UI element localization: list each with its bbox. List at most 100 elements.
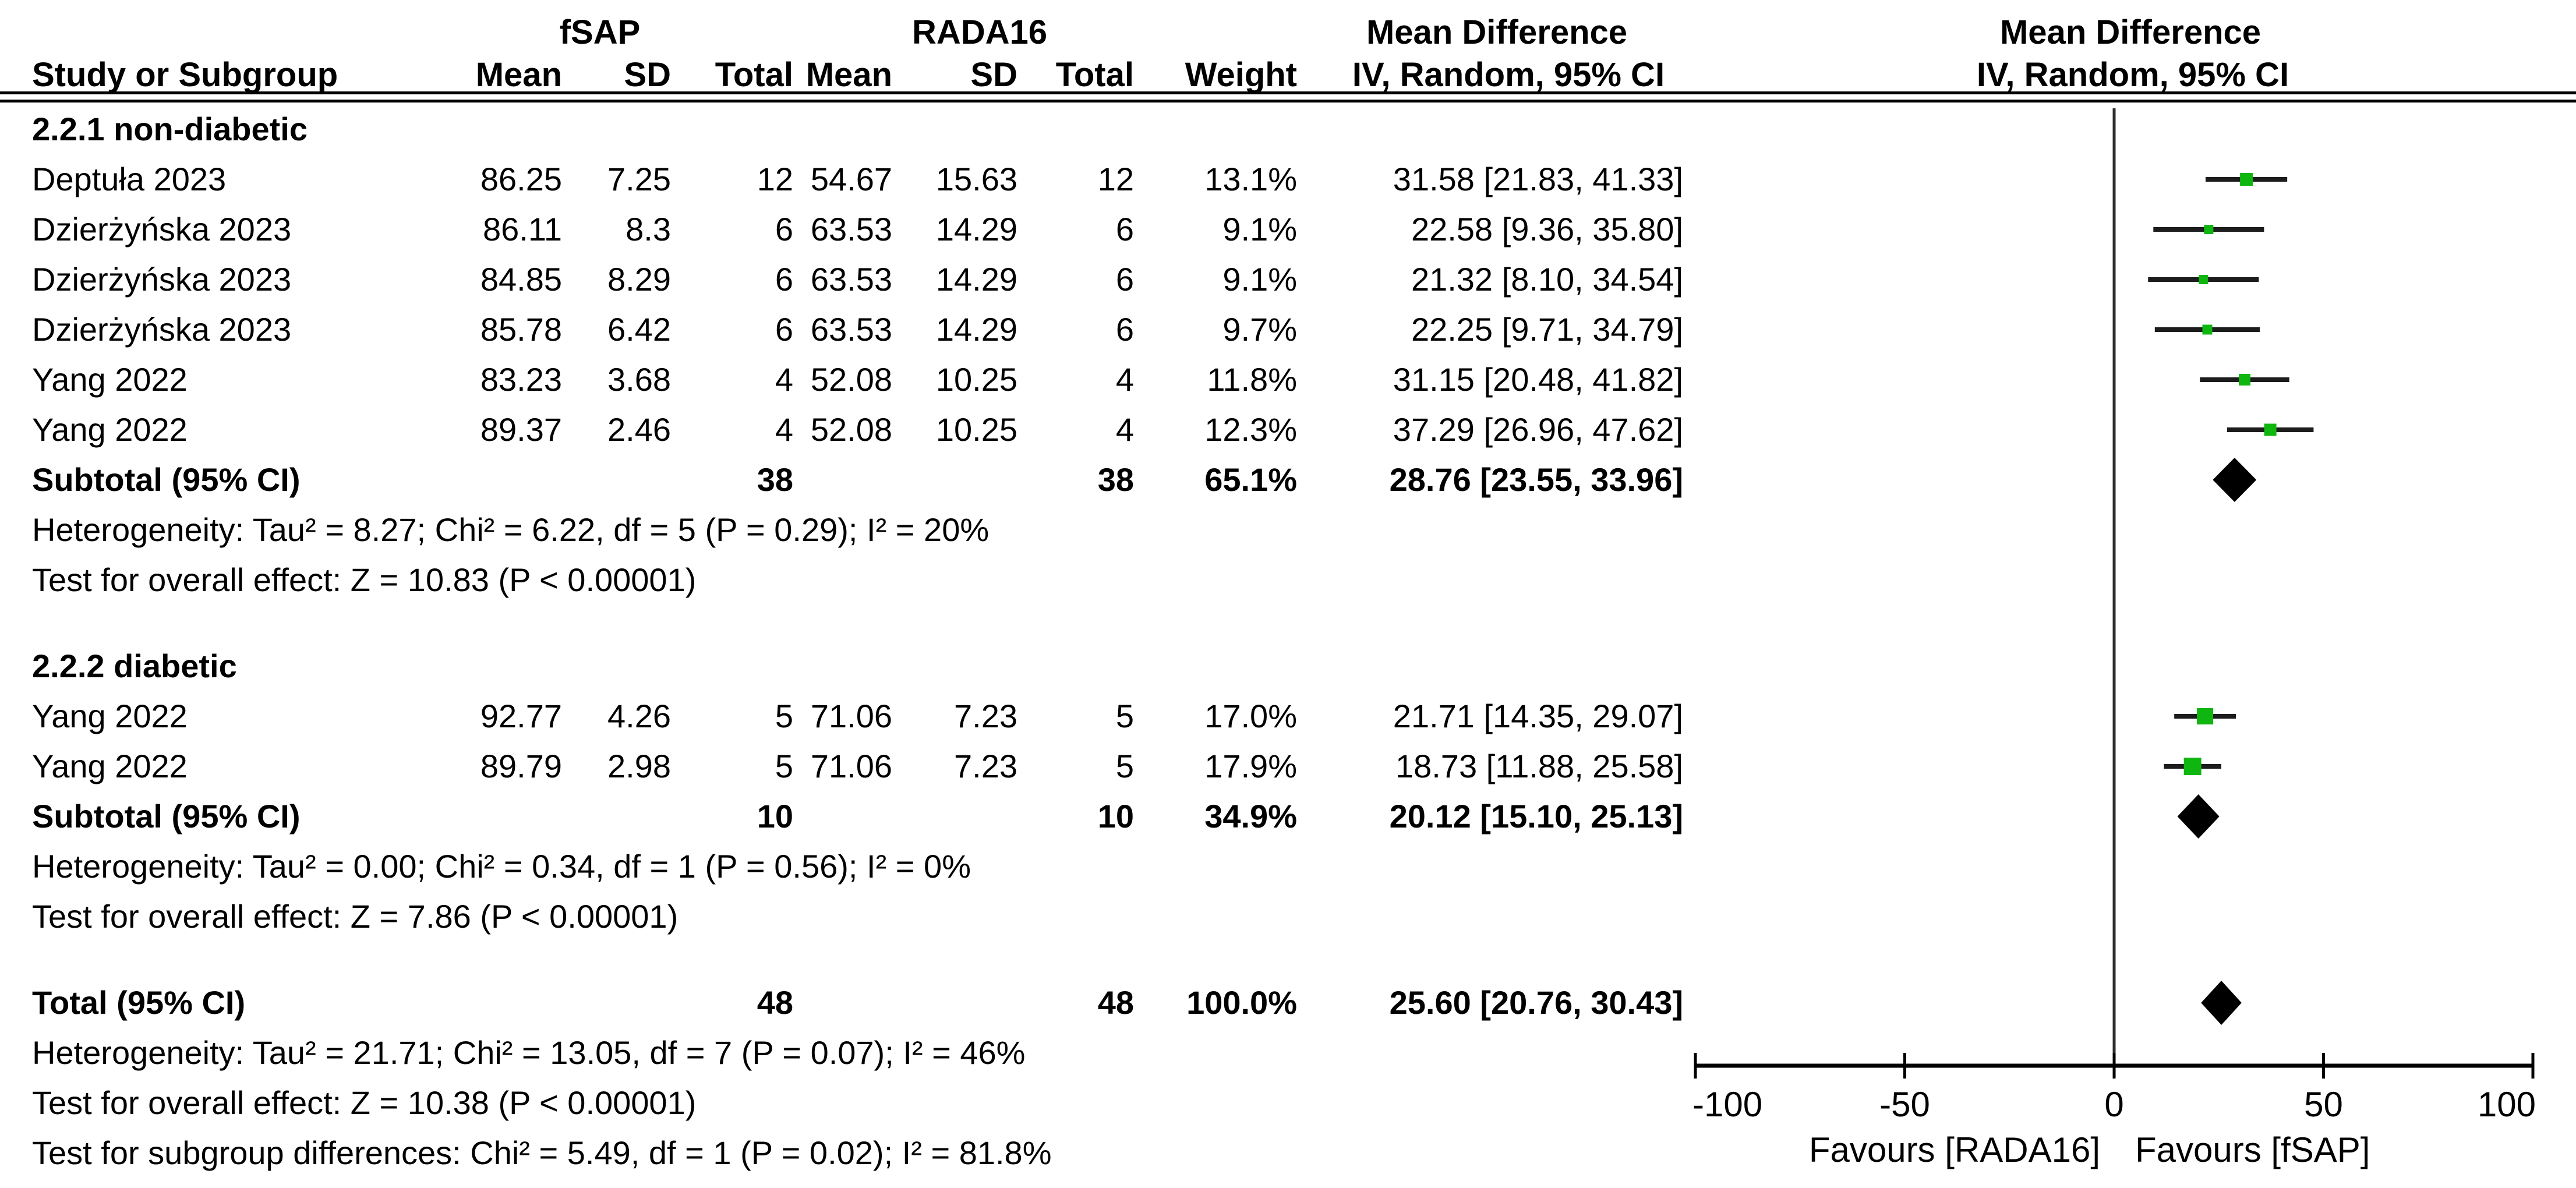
total2-cell: 10 — [1097, 798, 1134, 835]
note-row: Heterogeneity: Tau² = 21.71; Chi² = 13.0… — [0, 1028, 1683, 1078]
study-label: Yang 2022 — [32, 411, 188, 448]
total2-cell: 6 — [1115, 261, 1134, 298]
total1-cell: 48 — [757, 984, 793, 1021]
note-row: Heterogeneity: Tau² = 8.27; Chi² = 6.22,… — [0, 505, 1683, 555]
weight-cell: 17.0% — [1204, 698, 1297, 734]
sd1-cell: 8.3 — [626, 211, 671, 248]
group-header-row: fSAP RADA16 Mean Difference Mean Differe… — [0, 9, 2576, 56]
col-total-2: Total — [1055, 56, 1134, 94]
subtotal-label: Subtotal (95% CI) — [32, 798, 301, 835]
ci-text-cell: 22.58 [9.36, 35.80] — [1411, 211, 1683, 248]
mean1-cell: 92.77 — [480, 698, 562, 734]
weight-cell: 34.9% — [1204, 798, 1297, 835]
note-row: Test for overall effect: Z = 10.38 (P < … — [0, 1078, 1683, 1128]
weight-cell: 9.7% — [1222, 311, 1297, 348]
col-study-or-subgroup: Study or Subgroup — [32, 56, 338, 94]
mean1-cell: 84.85 — [480, 261, 562, 298]
total2-cell: 6 — [1115, 311, 1134, 348]
effect-marker — [2264, 423, 2277, 436]
mean1-cell: 89.79 — [480, 748, 562, 784]
pooled-diamond — [2201, 981, 2242, 1025]
mean2-cell: 52.08 — [810, 411, 892, 448]
note-label: Heterogeneity: Tau² = 0.00; Chi² = 0.34,… — [32, 848, 971, 885]
study-row: Yang 2022 89.37 2.46 4 52.08 10.25 4 12.3% 37.29… — [0, 405, 1683, 455]
effect-marker — [2240, 173, 2253, 186]
mean2-cell: 63.53 — [810, 261, 892, 298]
study-label: Dzierżyńska 2023 — [32, 311, 292, 348]
mean2-cell: 63.53 — [810, 311, 892, 348]
total2-cell: 38 — [1097, 461, 1134, 498]
note-label: Heterogeneity: Tau² = 8.27; Chi² = 6.22,… — [32, 511, 990, 548]
weight-cell: 13.1% — [1204, 161, 1297, 197]
subtotal-row: Subtotal (95% CI) 38 38 65.1% 28.76 [23.55, … — [0, 455, 1683, 505]
ci-text-cell: 31.15 [20.48, 41.82] — [1393, 361, 1683, 398]
subtotal-row: Subtotal (95% CI) 10 10 34.9% 20.12 [15.10, … — [0, 791, 1683, 842]
effect-marker — [2199, 275, 2208, 284]
total1-cell: 10 — [757, 798, 793, 835]
sd1-cell: 7.25 — [607, 161, 671, 197]
note-row: Test for subgroup differences: Chi² = 5.… — [0, 1128, 1683, 1178]
col-plot-method: IV, Random, 95% CI — [1976, 56, 2289, 94]
weight-cell: 9.1% — [1222, 211, 1297, 248]
note-label: Test for overall effect: Z = 10.83 (P < … — [32, 561, 697, 598]
total1-cell: 4 — [775, 411, 793, 448]
col-sd-2: SD — [970, 56, 1017, 94]
mean1-cell: 86.11 — [483, 211, 562, 248]
weight-cell: 65.1% — [1204, 461, 1297, 498]
total-row: Total (95% CI) 48 48 100.0% 25.60 [20.76, 30… — [0, 978, 1683, 1028]
mean2-cell: 63.53 — [810, 211, 892, 248]
note-label: Test for subgroup differences: Chi² = 5.… — [32, 1134, 1052, 1171]
sd2-cell: 14.29 — [935, 311, 1017, 348]
study-label: Yang 2022 — [32, 748, 188, 784]
total2-cell: 5 — [1115, 698, 1134, 734]
total1-cell: 6 — [775, 311, 793, 348]
sd1-cell: 8.29 — [607, 261, 671, 298]
ci-text-cell: 37.29 [26.96, 47.62] — [1393, 411, 1683, 448]
col-mean-1: Mean — [475, 56, 562, 94]
mean2-cell: 54.67 — [810, 161, 892, 197]
total1-cell: 4 — [775, 361, 793, 398]
study-row: Dzierżyńska 2023 84.85 8.29 6 63.53 14.29 6 9.1… — [0, 254, 1683, 305]
section-label: 2.2.1 non-diabetic — [32, 111, 308, 147]
study-row: Yang 2022 89.79 2.98 5 71.06 7.23 5 17.9% 18.73 … — [0, 741, 1683, 791]
sd2-cell: 7.23 — [954, 698, 1017, 734]
total1-cell: 38 — [757, 461, 793, 498]
total2-cell: 48 — [1097, 984, 1134, 1021]
axis-tick-label: 100 — [2478, 1085, 2536, 1124]
study-label: Dzierżyńska 2023 — [32, 261, 292, 298]
mean1-cell: 85.78 — [480, 311, 562, 348]
ci-text-cell: 18.73 [11.88, 25.58] — [1395, 748, 1683, 784]
col-weight: Weight — [1185, 56, 1297, 94]
note-label: Test for overall effect: Z = 7.86 (P < 0… — [32, 898, 679, 935]
subtotal-label: Subtotal (95% CI) — [32, 461, 301, 498]
mean2-cell: 71.06 — [810, 698, 892, 734]
column-header-row: Study or Subgroup Mean SD Total Mean SD … — [0, 55, 2576, 96]
weight-cell: 9.1% — [1222, 261, 1297, 298]
effect-marker — [2238, 374, 2250, 386]
ci-text-cell: 31.58 [21.83, 41.33] — [1393, 161, 1683, 197]
total1-cell: 5 — [775, 748, 793, 784]
group2-header: RADA16 — [911, 13, 1048, 51]
study-label: Dzierżyńska 2023 — [32, 211, 292, 248]
favours-left-label: Favours [RADA16] — [1809, 1130, 2100, 1169]
total1-cell: 5 — [775, 698, 793, 734]
pooled-diamond — [2213, 458, 2257, 502]
ci-text-cell: 20.12 [15.10, 25.13] — [1389, 798, 1683, 835]
study-label: Deptuła 2023 — [32, 161, 227, 197]
sd1-cell: 3.68 — [607, 361, 671, 398]
effect-marker — [2204, 225, 2214, 234]
sd2-cell: 7.23 — [954, 748, 1017, 784]
group1-header: fSAP — [559, 13, 641, 51]
total2-cell: 12 — [1097, 161, 1134, 197]
total1-cell: 12 — [757, 161, 793, 197]
ci-text-cell: 25.60 [20.76, 30.43] — [1389, 984, 1683, 1021]
mean1-cell: 89.37 — [480, 411, 562, 448]
study-row: Dzierżyńska 2023 86.11 8.3 6 63.53 14.29 6 9.1%… — [0, 204, 1683, 254]
effect-column-title: Mean Difference — [1366, 13, 1628, 51]
axis-tick-label: 50 — [2304, 1085, 2343, 1124]
sd1-cell: 2.46 — [607, 411, 671, 448]
total2-cell: 6 — [1115, 211, 1134, 248]
ci-text-cell: 21.32 [8.10, 34.54] — [1411, 261, 1683, 298]
ci-text-cell: 21.71 [14.35, 29.07] — [1393, 698, 1683, 734]
